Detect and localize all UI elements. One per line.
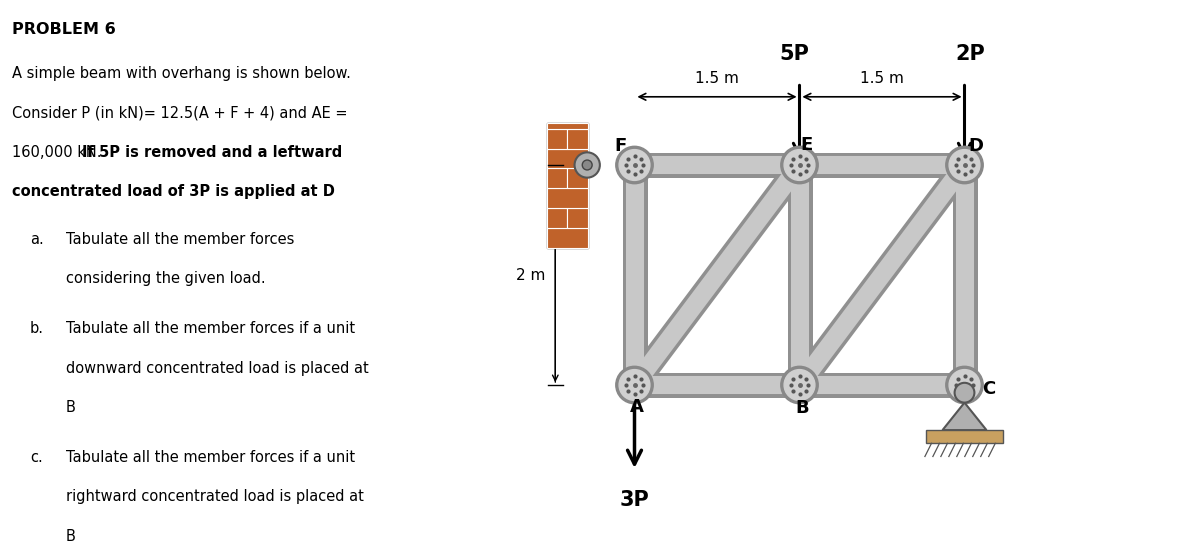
Bar	[546, 228, 588, 248]
Text: A: A	[630, 398, 643, 416]
Polygon shape	[942, 403, 986, 430]
Text: E: E	[800, 136, 812, 154]
Text: D: D	[968, 138, 983, 155]
Text: Consider P (in kN)= 12.5(A + F + 4) and AE =: Consider P (in kN)= 12.5(A + F + 4) and …	[12, 105, 348, 120]
Circle shape	[575, 152, 600, 178]
Circle shape	[582, 160, 592, 170]
Bar	[546, 129, 568, 149]
Bar	[546, 148, 588, 168]
Text: 3P: 3P	[619, 490, 649, 509]
Text: If 5P is removed and a leftward: If 5P is removed and a leftward	[82, 145, 342, 160]
Text: concentrated load of 3P is applied at D: concentrated load of 3P is applied at D	[12, 184, 335, 199]
Text: b.: b.	[30, 321, 44, 336]
Text: PROBLEM 6: PROBLEM 6	[12, 22, 115, 37]
Text: B: B	[66, 400, 76, 415]
Circle shape	[619, 150, 650, 180]
Text: B: B	[66, 529, 76, 544]
Text: downward concentrated load is placed at: downward concentrated load is placed at	[66, 361, 368, 376]
Circle shape	[949, 370, 980, 400]
Circle shape	[619, 370, 650, 400]
Circle shape	[781, 366, 818, 404]
Text: 1.5 m: 1.5 m	[860, 71, 904, 86]
Circle shape	[955, 383, 974, 403]
Bar	[546, 168, 568, 188]
Text: 160,000 kN.: 160,000 kN.	[12, 145, 106, 160]
Text: F: F	[614, 138, 626, 155]
Text: 2P: 2P	[955, 44, 985, 64]
Text: Tabulate all the member forces if a unit: Tabulate all the member forces if a unit	[66, 450, 355, 465]
Circle shape	[949, 150, 980, 180]
Text: C: C	[982, 381, 995, 398]
Bar	[546, 123, 588, 248]
Circle shape	[784, 370, 815, 400]
Bar	[546, 123, 588, 129]
Bar	[568, 208, 588, 228]
Circle shape	[946, 366, 983, 404]
Text: A simple beam with overhang is shown below.: A simple beam with overhang is shown bel…	[12, 65, 350, 80]
Text: B: B	[794, 399, 809, 417]
Bar	[546, 188, 588, 208]
Text: rightward concentrated load is placed at: rightward concentrated load is placed at	[66, 490, 364, 504]
Text: Tabulate all the member forces: Tabulate all the member forces	[66, 232, 294, 247]
Circle shape	[784, 150, 815, 180]
Circle shape	[781, 146, 818, 184]
Text: c.: c.	[30, 450, 43, 465]
Bar	[546, 208, 568, 228]
Circle shape	[616, 146, 653, 184]
Text: 1.5 m: 1.5 m	[695, 71, 739, 86]
Bar	[926, 430, 1003, 443]
Text: 5P: 5P	[779, 44, 809, 64]
Circle shape	[946, 146, 983, 184]
Text: 2 m: 2 m	[516, 267, 546, 283]
Text: considering the given load.: considering the given load.	[66, 272, 265, 287]
Circle shape	[616, 366, 653, 404]
Text: Tabulate all the member forces if a unit: Tabulate all the member forces if a unit	[66, 321, 355, 336]
Bar	[568, 129, 588, 149]
Text: a.: a.	[30, 232, 43, 247]
Bar	[568, 168, 588, 188]
